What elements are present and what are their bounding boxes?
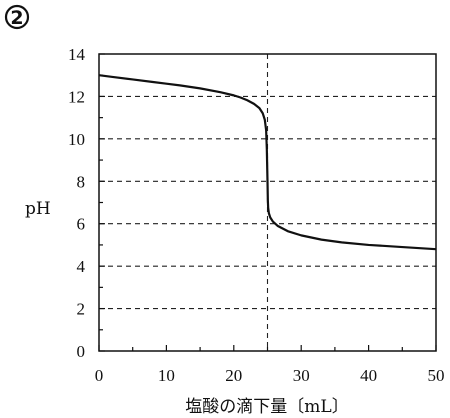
y-tick-labels: 0 2 4 6 8 10 12 14 <box>68 45 86 361</box>
y-tick-label: 8 <box>77 172 86 191</box>
x-tick-label: 50 <box>428 366 445 385</box>
panel-badge-number: 2 <box>10 7 23 29</box>
y-tick-label: 4 <box>77 257 86 276</box>
x-tick-label: 40 <box>360 366 377 385</box>
panel-badge: 2 <box>4 4 30 30</box>
grid-lines <box>99 54 436 351</box>
x-tick-labels: 0 10 20 30 40 50 <box>95 366 445 385</box>
x-axis-label: 塩酸の滴下量〔mL〕 <box>185 397 348 417</box>
y-tick-label: 6 <box>77 215 86 234</box>
y-tick-label: 2 <box>77 300 86 319</box>
x-tick-label: 20 <box>225 366 242 385</box>
y-tick-label: 12 <box>68 87 85 106</box>
x-tick-label: 0 <box>95 366 104 385</box>
titration-curve <box>98 74 437 251</box>
axis-ticks <box>98 53 437 352</box>
y-tick-label: 10 <box>68 130 85 149</box>
y-tick-label: 14 <box>68 45 86 64</box>
x-tick-label: 30 <box>293 366 310 385</box>
x-tick-label: 10 <box>158 366 175 385</box>
panel-badge-circle <box>4 4 30 30</box>
y-axis-label: pH <box>25 199 51 219</box>
y-tick-label: 0 <box>77 342 86 361</box>
